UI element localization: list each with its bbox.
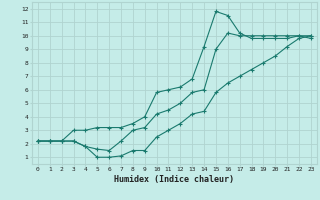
- X-axis label: Humidex (Indice chaleur): Humidex (Indice chaleur): [115, 175, 234, 184]
